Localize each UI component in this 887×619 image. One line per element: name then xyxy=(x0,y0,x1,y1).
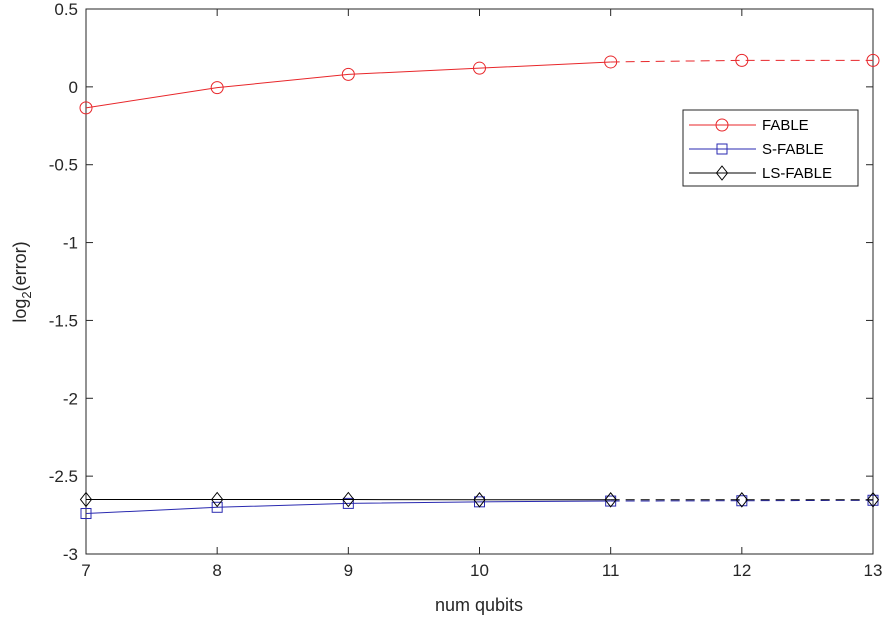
legend-marker-s-fable xyxy=(716,143,728,155)
series-fable-point xyxy=(341,67,355,81)
y-tick-label: -3 xyxy=(63,545,78,564)
y-tick-label: 0 xyxy=(69,78,78,97)
series-s-fable-point xyxy=(342,497,354,509)
y-axis-label-rest: (error) xyxy=(10,241,30,291)
legend-marker-fable xyxy=(715,118,729,132)
legend: FABLE S-FABLE LS-FABLE xyxy=(682,109,859,187)
legend-label-s-fable: S-FABLE xyxy=(762,141,824,158)
series-fable-point xyxy=(79,101,93,115)
plot-area xyxy=(85,8,874,555)
legend-label-fable: FABLE xyxy=(762,117,809,134)
y-axis-label: log2(error) xyxy=(10,241,34,322)
series-fable-point xyxy=(210,81,224,95)
series-fable-line xyxy=(85,61,611,109)
series-ls-fable-point xyxy=(211,491,224,508)
series-s-fable-dashed-line xyxy=(610,499,874,502)
axis-ticks: 7 8 9 10 11 12 13 0.5 0 -0.5 -1 -1.5 -2 -2.5 -3 xyxy=(49,0,883,580)
series-layer xyxy=(79,53,880,520)
x-axis-label: num qubits xyxy=(435,595,523,615)
legend-label-ls-fable: LS-FABLE xyxy=(762,165,832,182)
x-tick-label: 13 xyxy=(864,561,883,580)
series-s-fable-point xyxy=(80,508,92,520)
x-tick-label: 7 xyxy=(81,561,90,580)
y-tick-label: 0.5 xyxy=(54,0,78,19)
y-tick-label: -1 xyxy=(63,234,78,253)
series-fable-point xyxy=(866,53,880,67)
series-fable-point xyxy=(473,61,486,75)
y-axis-label-main: log xyxy=(10,299,30,323)
x-tick-label: 12 xyxy=(732,561,751,580)
x-tick-label: 9 xyxy=(344,561,353,580)
y-tick-label: -1.5 xyxy=(49,311,78,330)
y-axis-label-subscript: 2 xyxy=(19,291,34,298)
series-ls-fable-point xyxy=(604,492,617,508)
legend-marker-ls-fable xyxy=(715,165,729,181)
x-tick-label: 8 xyxy=(212,561,221,580)
series-fable-point xyxy=(604,55,618,69)
series-s-fable-line xyxy=(85,500,611,515)
y-tick-label: -0.5 xyxy=(49,156,78,175)
series-ls-fable-point xyxy=(79,491,93,508)
series-s-fable-point xyxy=(211,501,223,513)
y-tick-label: -2 xyxy=(63,389,78,408)
series-fable xyxy=(79,53,880,115)
series-ls-fable-point xyxy=(735,492,748,508)
series-ls-fable-point xyxy=(866,492,880,508)
series-fable-point xyxy=(735,53,749,67)
series-ls-fable xyxy=(79,491,880,508)
x-tick-label: 10 xyxy=(470,561,489,580)
y-tick-label: -2.5 xyxy=(49,467,78,486)
series-ls-fable-point xyxy=(342,491,355,508)
legend-box xyxy=(682,109,859,187)
series-fable-dashed-line xyxy=(610,59,873,63)
x-tick-label: 11 xyxy=(602,561,620,580)
series-ls-fable-point xyxy=(473,492,486,508)
